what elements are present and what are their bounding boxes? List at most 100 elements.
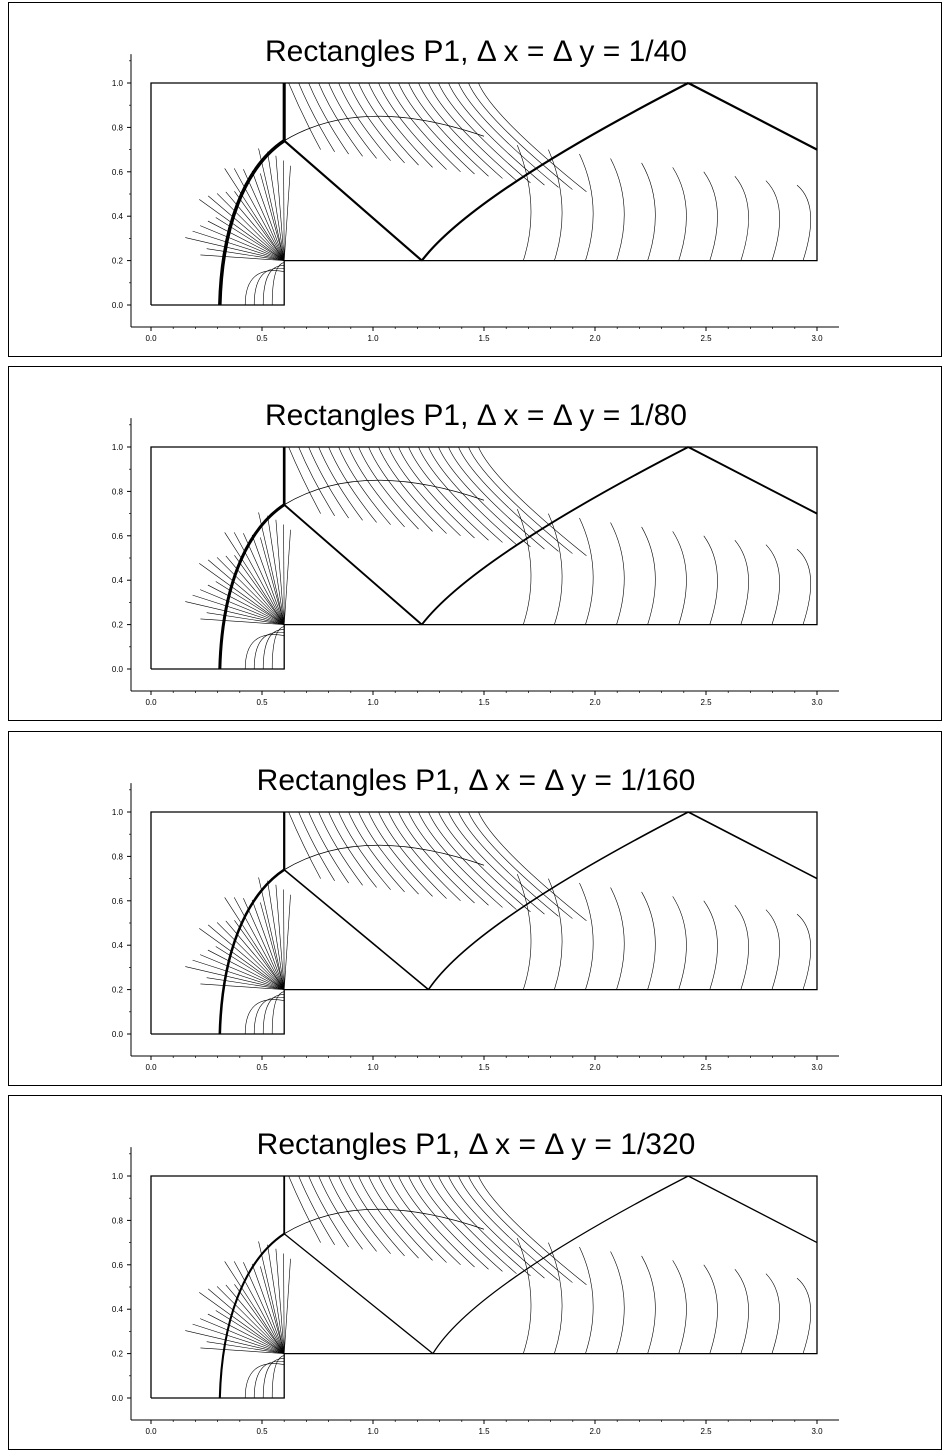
contour-panel-2: Rectangles P1, Δ x = Δ y = 1/80 0.0 0.5 1.…: [8, 366, 942, 721]
contour-line: [468, 1175, 573, 1283]
contour-line: [448, 811, 545, 915]
expansion-fan-line: [185, 237, 285, 261]
contour-line: [271, 262, 285, 306]
contour-line: [517, 145, 532, 261]
x-tick-label: 2.5: [700, 1063, 712, 1072]
contour-line: [517, 509, 532, 625]
domain-boundary: [150, 82, 818, 306]
y-tick-label: 0.2: [112, 986, 124, 995]
expansion-fan-line: [224, 897, 285, 990]
reflected-shock: [283, 504, 423, 626]
expansion-fan-line: [224, 168, 285, 261]
contour-line: [348, 446, 405, 528]
contour-line: [378, 811, 447, 899]
contour-line: [308, 811, 349, 884]
contour-line: [734, 176, 749, 261]
expansion-fan-line: [207, 220, 285, 261]
expansion-fan-line: [199, 928, 285, 990]
contour-line: [610, 522, 625, 625]
contour-line: [358, 82, 419, 166]
expansion-fan-line: [251, 1263, 285, 1354]
expansion-fan-line: [200, 225, 285, 261]
expansion-fan-line: [234, 1284, 285, 1354]
contour-line: [468, 811, 573, 919]
expansion-fan-line: [192, 594, 285, 625]
contour-line: [796, 913, 811, 990]
contour-line: [468, 446, 573, 554]
contour-line: [703, 900, 718, 990]
top-reflected-shock: [687, 446, 818, 515]
expansion-fan-line: [207, 195, 285, 261]
contour-line: [703, 535, 718, 625]
contour-line: [288, 446, 321, 514]
contour-line: [418, 1175, 503, 1272]
contour-line: [579, 153, 594, 261]
contour-line: [368, 811, 433, 897]
x-tick-label: 2.0: [589, 1063, 601, 1072]
contour-line: [438, 1175, 531, 1277]
contour-line: [448, 82, 545, 186]
contour-line: [288, 1175, 321, 1243]
contour-line: [244, 1363, 285, 1399]
contour-line: [765, 544, 780, 625]
contour-line: [641, 891, 656, 990]
expansion-fan-line: [233, 1261, 285, 1354]
x-tick-label: 0.5: [256, 1427, 268, 1436]
contour-line: [328, 82, 377, 159]
x-tick-label: 0.0: [145, 698, 157, 707]
contour-line: [408, 446, 489, 541]
x-tick-label: 1.5: [478, 1063, 490, 1072]
contour-line: [378, 82, 447, 170]
contour-line: [368, 1175, 433, 1261]
x-tick-label: 2.0: [589, 698, 601, 707]
expansion-fan-line: [185, 1330, 285, 1354]
contour-line: [271, 1355, 285, 1399]
contour-line: [478, 446, 587, 557]
y-tick-label: 0.8: [112, 487, 124, 496]
contour-line: [398, 1175, 475, 1268]
contour-line: [253, 1360, 285, 1399]
contour-line: [672, 531, 687, 625]
contour-line: [244, 270, 285, 306]
expansion-fan-line: [216, 557, 285, 625]
contour-line: [579, 1246, 594, 1354]
expansion-fan-line: [275, 155, 285, 261]
y-tick-label: 0.6: [112, 532, 124, 541]
contour-line: [378, 1175, 447, 1263]
expansion-fan-line: [283, 1253, 285, 1354]
y-tick-label: 0.8: [112, 852, 124, 861]
contour-line: [253, 631, 285, 670]
expansion-fan-line: [200, 1347, 285, 1354]
contour-plot-svg: Rectangles P1, Δ x = Δ y = 1/40 0.0 0.5 1.…: [112, 35, 839, 343]
expansion-fan-line: [199, 563, 285, 625]
expansion-fan-line: [283, 529, 291, 625]
contour-line: [253, 996, 285, 1035]
contour-line: [298, 811, 335, 881]
contour-line: [262, 994, 285, 1035]
expansion-fan-line: [215, 1310, 285, 1354]
contour-line: [548, 1242, 563, 1354]
contour-line: [458, 1175, 559, 1281]
expansion-fan-line: [206, 1341, 285, 1354]
contour-line: [318, 811, 363, 886]
contour-line: [517, 1238, 532, 1354]
panel-title: Rectangles P1, Δ x = Δ y = 1/320: [257, 1128, 696, 1161]
contour-line: [298, 1175, 335, 1245]
contour-line: [368, 446, 433, 532]
contour-line: [703, 1264, 718, 1354]
contour-line: [398, 446, 475, 539]
y-tick-label: 0.0: [112, 1030, 124, 1039]
expansion-fan-line: [215, 581, 285, 625]
expansion-fan-line: [200, 1318, 285, 1354]
y-tick-label: 0.6: [112, 168, 124, 177]
contour-line: [796, 548, 811, 625]
y-tick-label: 0.4: [112, 1305, 124, 1314]
domain-boundary: [150, 1175, 818, 1399]
expansion-fan-line: [206, 977, 285, 990]
contour-line: [610, 158, 625, 261]
x-tick-label: 0.0: [145, 1427, 157, 1436]
y-tick-label: 0.4: [112, 576, 124, 585]
y-tick-label: 0.6: [112, 897, 124, 906]
expansion-fan-line: [224, 532, 285, 625]
contour-line: [765, 909, 780, 990]
